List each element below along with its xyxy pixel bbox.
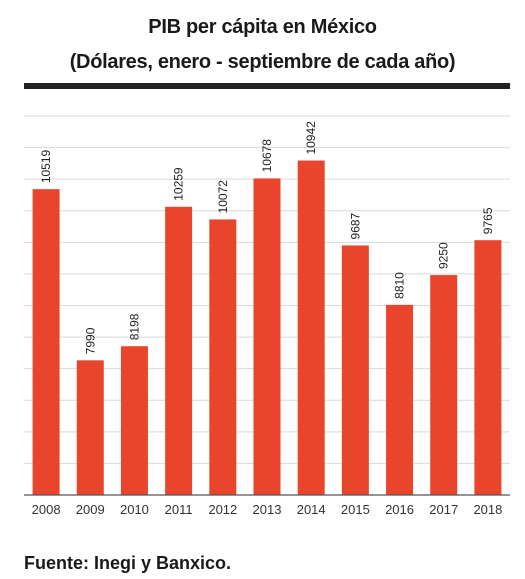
value-labels-group: 10519 7990 8198 10259 10072 10678 10942 9687 881… [39, 121, 495, 354]
bar-2013 [253, 178, 281, 495]
bars-group [32, 160, 502, 496]
value-label-2011: 10259 [172, 167, 186, 201]
bar-2014 [297, 160, 325, 495]
value-label-2013: 10678 [260, 139, 274, 173]
title-divider [24, 83, 510, 89]
value-label-2015: 9687 [348, 212, 362, 239]
x-tick-label: 2018 [473, 502, 502, 517]
chart-subtitle: (Dólares, enero - septiembre de cada año… [69, 51, 456, 73]
x-tick-label: 2009 [76, 502, 105, 517]
bar-2011 [165, 206, 193, 495]
chart-title-line: PIB per cápita en México [148, 16, 377, 38]
value-label-2012: 10072 [216, 180, 230, 214]
bar-2018 [474, 240, 502, 495]
x-tick-label: 2011 [165, 502, 193, 517]
x-tick-label: 2016 [385, 502, 414, 517]
x-tick-label: 2017 [429, 502, 458, 517]
value-label-2018: 9765 [481, 207, 495, 234]
source-note: Fuente: Inegi y Banxico. [24, 553, 232, 573]
bar-2010 [120, 346, 148, 495]
value-label-2009: 7990 [83, 327, 97, 354]
x-tick-label: 2015 [341, 502, 370, 517]
x-tick-labels-group: 2008 2009 2010 2011 2012 2013 2014 2015 2016 2017… [32, 502, 503, 517]
bar-2017 [430, 275, 458, 495]
value-label-2016: 8810 [393, 272, 407, 299]
x-tick-label: 2010 [120, 502, 149, 517]
x-tick-label: 2014 [297, 502, 326, 517]
x-tick-label: 2008 [32, 502, 61, 517]
x-tick-label: 2013 [253, 502, 282, 517]
x-tick-label: 2012 [208, 502, 237, 517]
value-label-2008: 10519 [39, 149, 53, 183]
value-label-2014: 10942 [304, 121, 318, 155]
bar-2009 [76, 360, 104, 495]
bar-2008 [32, 189, 60, 496]
value-label-2010: 8198 [127, 313, 141, 340]
bar-2015 [341, 245, 369, 495]
bar-2012 [209, 219, 237, 496]
value-label-2017: 9250 [437, 242, 451, 269]
bar-2016 [386, 304, 414, 495]
